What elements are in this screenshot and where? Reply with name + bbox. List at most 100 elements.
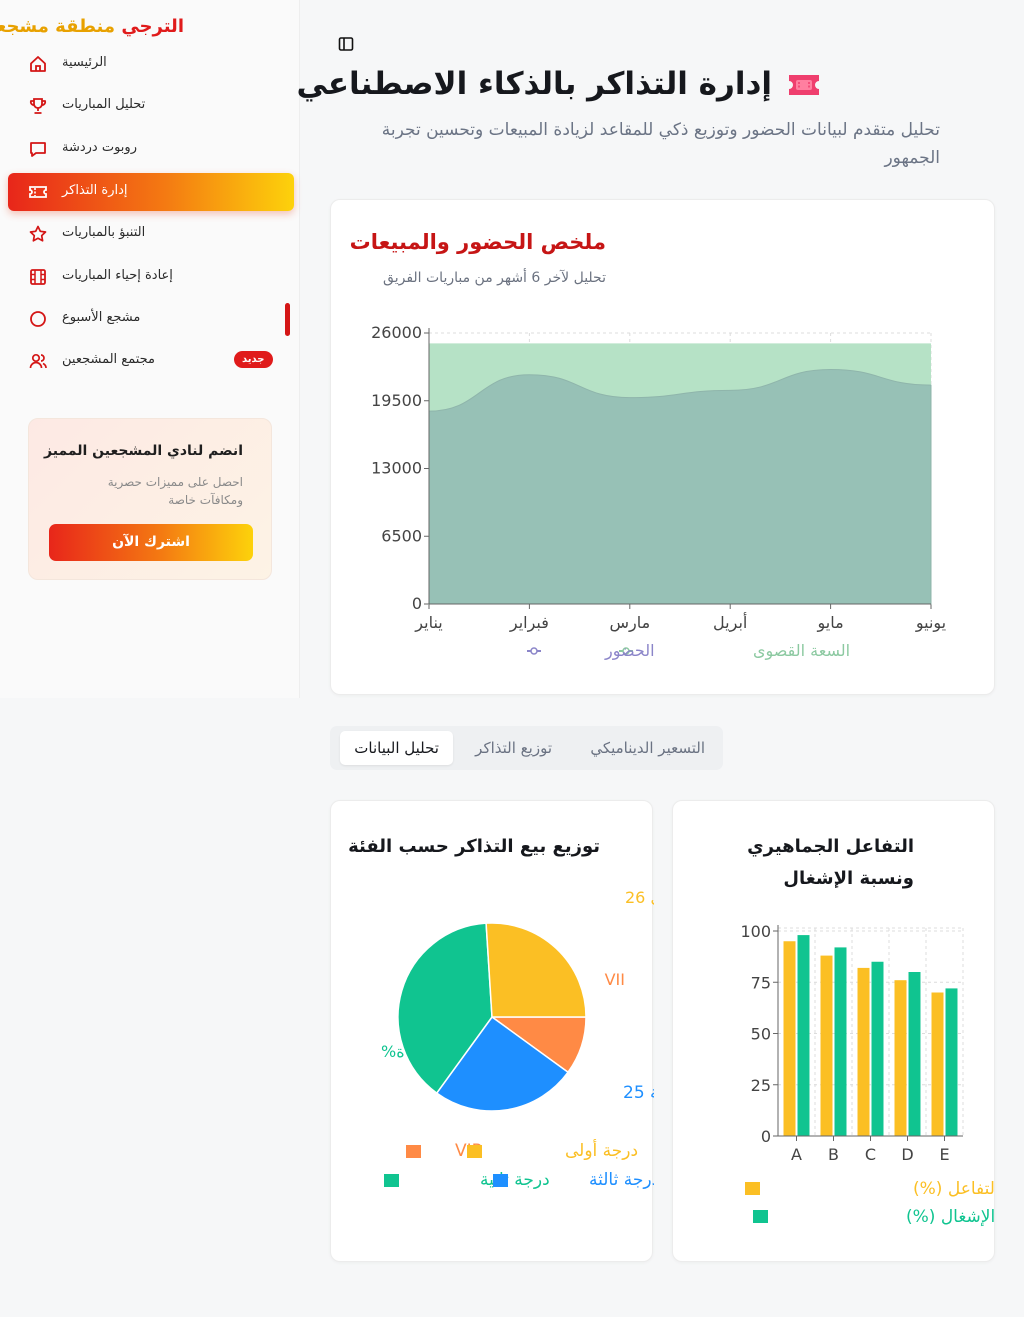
brand-accent: الترجي [121,16,184,37]
bar-legend-label: نسبة الإشغال (%) [906,1207,996,1227]
ticket-category-card: توزيع بيع التذاكر حسب الفئة درجة أولى 26… [330,800,654,1262]
y-tick-label: 6500 [381,526,422,545]
star-icon [29,225,47,242]
pie-legend-swatch [493,1174,508,1187]
x-tick-label: A [791,1145,802,1164]
ticket-icon [29,186,47,198]
legend-capacity-marker [622,647,630,655]
tab-ticket-distribution[interactable]: توزيع التذاكر [475,739,552,757]
sidebar-item-ticket[interactable]: إدارة التذاكر [8,173,294,211]
y-tick-label: 26000 [371,323,422,342]
summary-card-subtitle: تحليل لآخر 6 أشهر من مباريات الفريق [383,270,606,286]
legend-capacity-label: السعة القصوى [753,641,850,661]
x-tick-label: B [828,1145,839,1164]
home-icon [30,56,46,72]
circle-icon [30,311,46,327]
bar-legend-swatch [753,1210,768,1223]
bar [834,947,847,1136]
sidebar: الترجي منطقة مشجعي الرئيسية تحليل المباري… [0,0,300,698]
attendance-summary-card: ملخص الحضور والمبيعات تحليل لآخر 6 أشهر … [330,199,995,695]
pie-slice [397,922,493,1095]
x-tick-label: D [901,1145,913,1164]
sidebar-item-label: إدارة التذاكر [62,183,128,198]
sidebar-toggle-icon[interactable] [338,36,354,52]
y-tick-label: 50 [751,1025,771,1044]
sidebar-item-label: تحليل المباريات [62,97,146,112]
attendance-area [428,368,932,605]
bar-legend-label: مستوى التفاعل (%) [913,1179,996,1199]
pie-label: ثلة 25 [623,1083,654,1103]
y-tick-label: 19500 [371,391,422,410]
page-title: إدارة التذاكر بالذكاء الاصطناعي [296,66,773,102]
sidebar-item-label: إعادة إحياء المباريات [62,268,173,283]
page-subtitle: تحليل متقدم لبيانات الحضور وتوزيع ذكي لل… [381,120,940,168]
ticket-icon [789,75,819,95]
subscribe-button[interactable]: اشترك الآن [49,524,253,561]
tab-dynamic-pricing[interactable]: التسعير الديناميكي [590,739,705,757]
y-tick-label: 100 [740,922,771,941]
x-tick-label: مايو [817,613,844,633]
brand-name: منطقة مشجعي [0,16,116,37]
sidebar-item-star[interactable]: التنبؤ بالمباريات [8,215,294,253]
bar [894,980,907,1136]
users-icon [29,353,47,369]
pie-card-title: توزيع بيع التذاكر حسب الفئة [348,836,600,857]
x-tick-label: C [865,1145,876,1164]
bar [871,961,884,1136]
y-tick-label: 13000 [371,459,422,478]
pie-legend-swatch [406,1145,421,1158]
x-tick-label: يناير [414,613,442,633]
x-tick-label: فبراير [509,613,549,633]
bar [931,992,944,1136]
attendance-area-chart: 0 6500 13000 19500 26000 يناير فبراير مارس أبريل… [371,323,946,661]
sidebar-item-film[interactable]: إعادة إحياء المباريات [8,258,294,296]
promo-title: انضم لنادي المشجعين المميز [44,443,243,459]
y-tick-label: 75 [751,973,771,992]
bar [797,935,810,1136]
bar-legend-swatch [745,1182,760,1195]
sidebar-item-label: التنبؤ بالمباريات [62,225,146,240]
ticket-pie-chart: درجة أولى 26VIIثلة 25ة%VIPدرجة أولىدرجة … [381,887,654,1190]
x-tick-label: E [939,1145,949,1164]
y-tick-label: 0 [412,594,422,613]
scroll-indicator[interactable] [285,303,290,336]
engagement-bar-chart: 0 25 50 75 100 A B C D E مستوى التفاعل (%) نسبة الإ… [740,922,996,1227]
bar [857,967,870,1136]
engagement-card: التفاعل الجماهيري ونسبة الإشغال 0 25 50 75 1… [672,800,996,1262]
sidebar-item-users[interactable]: مجتمع المشجعين جديد [8,342,294,380]
pie-legend-label: درجة أولى [565,1139,638,1161]
summary-card-title: ملخص الحضور والمبيعات [349,230,606,254]
legend-attendance-label: الحضور [604,641,655,661]
bar [908,972,921,1136]
pie-legend-swatch [384,1174,399,1187]
sidebar-item-label: الرئيسية [62,55,107,70]
bar-card-title: التفاعل الجماهيري ونسبة الإشغال [747,836,914,889]
legend-attendance-marker [530,647,538,655]
tab-data-analysis[interactable]: تحليل البيانات [340,731,453,765]
pie-legend-swatch [467,1145,482,1158]
new-badge: جديد [234,351,273,368]
tab-bar: تحليل البيانات توزيع التذاكر التسعير الد… [330,726,723,770]
sidebar-item-circle[interactable]: مشجع الأسبوع [8,300,294,338]
sidebar-item-home[interactable]: الرئيسية [8,45,294,83]
pie-slice [435,1015,570,1112]
brand-logo[interactable]: الترجي منطقة مشجعي [0,16,184,37]
sidebar-item-label: مجتمع المشجعين [62,352,156,367]
trophy-icon [29,98,47,114]
x-tick-label: مارس [609,613,650,633]
sidebar-item-label: روبوت دردشة [62,140,137,155]
y-tick-label: 25 [751,1076,771,1095]
y-tick-label: 0 [761,1127,771,1146]
promo-text: احصل على مميزات حصرية ومكافآت خاصة [107,475,243,507]
pie-legend-label: درجة ثالثة [589,1170,654,1190]
sidebar-item-label: مشجع الأسبوع [62,310,141,325]
sidebar-item-chat[interactable]: روبوت دردشة [8,130,294,168]
x-tick-label: أبريل [713,612,747,633]
pie-label: VII [605,970,625,989]
pie-slice [485,922,587,1018]
sidebar-item-trophy[interactable]: تحليل المباريات [8,87,294,125]
bar [820,955,833,1136]
bar [945,988,958,1136]
pie-label: درجة أولى 26 [625,887,654,908]
film-icon [30,269,46,285]
